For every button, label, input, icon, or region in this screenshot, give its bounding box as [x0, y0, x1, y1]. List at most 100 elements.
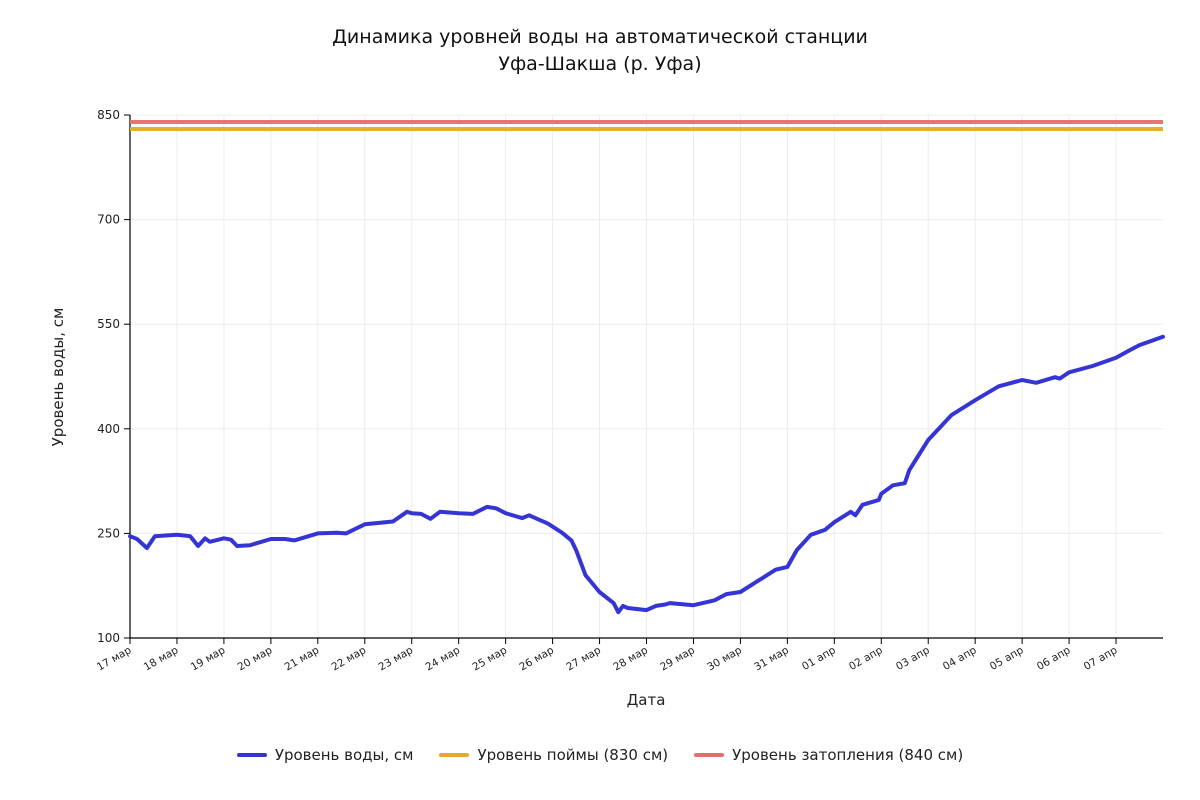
water-level-point — [222, 536, 226, 540]
x-tick-label: 01 апр — [800, 644, 838, 673]
water-level-point — [269, 537, 273, 541]
water-level-point — [405, 510, 409, 514]
water-level-point — [877, 498, 881, 502]
x-tick-label: 18 мар — [142, 644, 181, 673]
legend-swatch — [439, 753, 470, 757]
y-tick-label: 250 — [97, 526, 120, 540]
water-level-point — [654, 604, 658, 608]
water-level-point — [513, 514, 517, 518]
water-level-point — [485, 505, 489, 509]
water-level-point — [520, 516, 524, 520]
x-tick-label: 27 мар — [564, 644, 603, 673]
water-level-point — [1128, 348, 1132, 352]
water-level-point — [208, 540, 212, 544]
water-level-point — [1091, 364, 1095, 368]
water-level-point — [774, 568, 778, 572]
water-level-point — [903, 481, 907, 485]
water-level-point — [188, 534, 192, 538]
water-level-point — [335, 531, 339, 535]
water-level-point — [926, 438, 930, 442]
x-tick-label: 06 апр — [1035, 644, 1073, 673]
water-level-point — [471, 512, 475, 516]
x-tick-label: 25 мар — [470, 644, 509, 673]
water-level-point — [849, 510, 853, 514]
water-level-point — [419, 512, 423, 516]
water-level-point — [583, 573, 587, 577]
water-level-point — [128, 534, 132, 538]
water-level-point — [391, 520, 395, 524]
x-tick-label: 05 апр — [988, 644, 1026, 673]
legend-swatch — [236, 753, 267, 757]
water-level-point — [344, 531, 348, 535]
x-tick-label: 07 апр — [1082, 644, 1120, 673]
legend-swatch — [694, 753, 725, 757]
y-tick-label: 100 — [97, 631, 120, 645]
water-level-point — [363, 522, 367, 526]
water-level-point — [1034, 381, 1038, 385]
water-level-point — [907, 468, 911, 472]
x-tick-label: 29 мар — [658, 644, 697, 673]
water-level-point — [527, 513, 531, 517]
water-level-point — [757, 578, 761, 582]
water-level-point — [504, 511, 508, 515]
water-level-point — [292, 538, 296, 542]
water-level-point — [973, 398, 977, 402]
water-level-point — [316, 531, 320, 535]
x-tick-label: 31 мар — [752, 644, 791, 673]
water-level-point — [175, 533, 179, 537]
water-level-point — [438, 510, 442, 514]
y-tick-label: 700 — [97, 213, 120, 227]
legend: Уровень воды, см Уровень поймы (830 см) … — [0, 746, 1200, 764]
water-level-point — [429, 517, 433, 521]
water-level-point — [196, 544, 200, 548]
water-level-point — [853, 513, 857, 517]
water-level-point — [569, 538, 573, 542]
water-level-point — [377, 521, 381, 525]
y-axis-label: Уровень воды, см — [49, 308, 67, 447]
water-level-point — [891, 483, 895, 487]
water-level-point — [203, 536, 207, 540]
water-level-point — [713, 598, 717, 602]
water-level-point — [1020, 378, 1024, 382]
y-tick-label: 400 — [97, 422, 120, 436]
water-level-point — [248, 543, 252, 547]
water-level-point — [1161, 335, 1165, 339]
x-axis-label: Дата — [627, 691, 666, 709]
water-level-point — [860, 503, 864, 507]
water-level-point — [663, 603, 667, 607]
legend-label: Уровень затопления (840 см) — [732, 746, 964, 764]
water-level-point — [546, 522, 550, 526]
water-level-point — [410, 511, 414, 515]
water-level-point — [457, 511, 461, 515]
water-level-point — [616, 610, 620, 614]
water-level-point — [235, 544, 239, 548]
water-level-point — [1138, 343, 1142, 347]
water-level-point — [621, 604, 625, 608]
water-level-point — [1058, 377, 1062, 381]
x-tick-label: 28 мар — [611, 644, 650, 673]
water-level-point — [153, 534, 157, 538]
legend-item-water-level[interactable]: Уровень воды, см — [236, 746, 413, 764]
legend-item-flood-level[interactable]: Уровень затопления (840 см) — [694, 746, 963, 764]
chart-title-line-1: Динамика уровней воды на автоматической … — [332, 26, 868, 48]
water-level-point — [1053, 375, 1057, 379]
water-level-point — [182, 533, 186, 537]
water-level-point — [1114, 356, 1118, 360]
water-level-point — [283, 537, 287, 541]
water-level-point — [645, 608, 648, 612]
water-level-point — [1067, 370, 1071, 374]
water-level-point — [795, 548, 799, 552]
water-level-point — [738, 590, 742, 594]
x-tick-label: 30 мар — [705, 644, 744, 673]
legend-item-floodplain-level[interactable]: Уровень поймы (830 см) — [439, 746, 668, 764]
water-level-point — [691, 603, 695, 607]
water-level-point — [612, 601, 616, 605]
water-level-point — [997, 384, 1001, 388]
water-level-point — [823, 528, 827, 532]
x-tick-label: 26 мар — [517, 644, 556, 673]
water-level-point — [950, 413, 954, 417]
x-tick-label: 03 апр — [894, 644, 932, 673]
x-tick-label: 20 мар — [236, 644, 275, 673]
water-level-point — [598, 590, 602, 594]
